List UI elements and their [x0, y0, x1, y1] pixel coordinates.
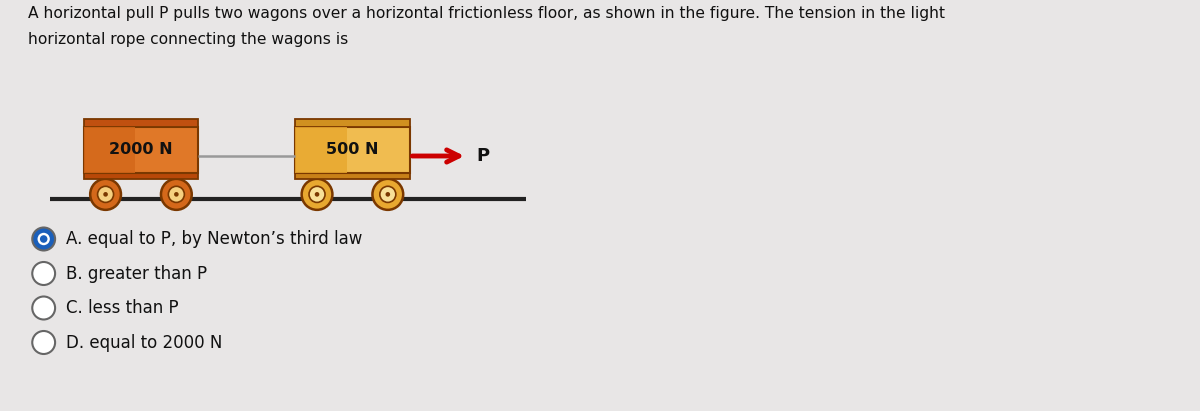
- Bar: [84, 127, 136, 173]
- Bar: [295, 127, 347, 173]
- Circle shape: [310, 186, 325, 202]
- Text: C. less than P: C. less than P: [66, 299, 178, 317]
- Circle shape: [32, 331, 55, 354]
- Circle shape: [385, 192, 390, 197]
- Circle shape: [314, 192, 319, 197]
- Circle shape: [40, 235, 48, 243]
- Circle shape: [97, 186, 114, 202]
- Circle shape: [301, 179, 332, 210]
- Bar: [84, 119, 198, 127]
- Text: 2000 N: 2000 N: [109, 142, 173, 157]
- Bar: [295, 173, 409, 179]
- Bar: [295, 119, 409, 127]
- Circle shape: [32, 228, 55, 250]
- Circle shape: [372, 179, 403, 210]
- Circle shape: [380, 186, 396, 202]
- Bar: [84, 127, 198, 173]
- Text: A. equal to P, by Newton’s third law: A. equal to P, by Newton’s third law: [66, 230, 362, 248]
- Text: horizontal rope connecting the wagons is: horizontal rope connecting the wagons is: [28, 32, 348, 47]
- Circle shape: [168, 186, 185, 202]
- Circle shape: [103, 192, 108, 197]
- Bar: [295, 127, 409, 173]
- Circle shape: [32, 296, 55, 319]
- Text: A horizontal pull P pulls two wagons over a horizontal frictionless floor, as sh: A horizontal pull P pulls two wagons ove…: [28, 6, 944, 21]
- Circle shape: [32, 262, 55, 285]
- Text: P: P: [476, 147, 490, 165]
- Bar: [84, 173, 198, 179]
- Circle shape: [90, 179, 121, 210]
- Text: 500 N: 500 N: [326, 142, 379, 157]
- Text: B. greater than P: B. greater than P: [66, 265, 206, 282]
- Circle shape: [37, 233, 50, 245]
- Text: D. equal to 2000 N: D. equal to 2000 N: [66, 333, 222, 351]
- Circle shape: [161, 179, 192, 210]
- Circle shape: [174, 192, 179, 197]
